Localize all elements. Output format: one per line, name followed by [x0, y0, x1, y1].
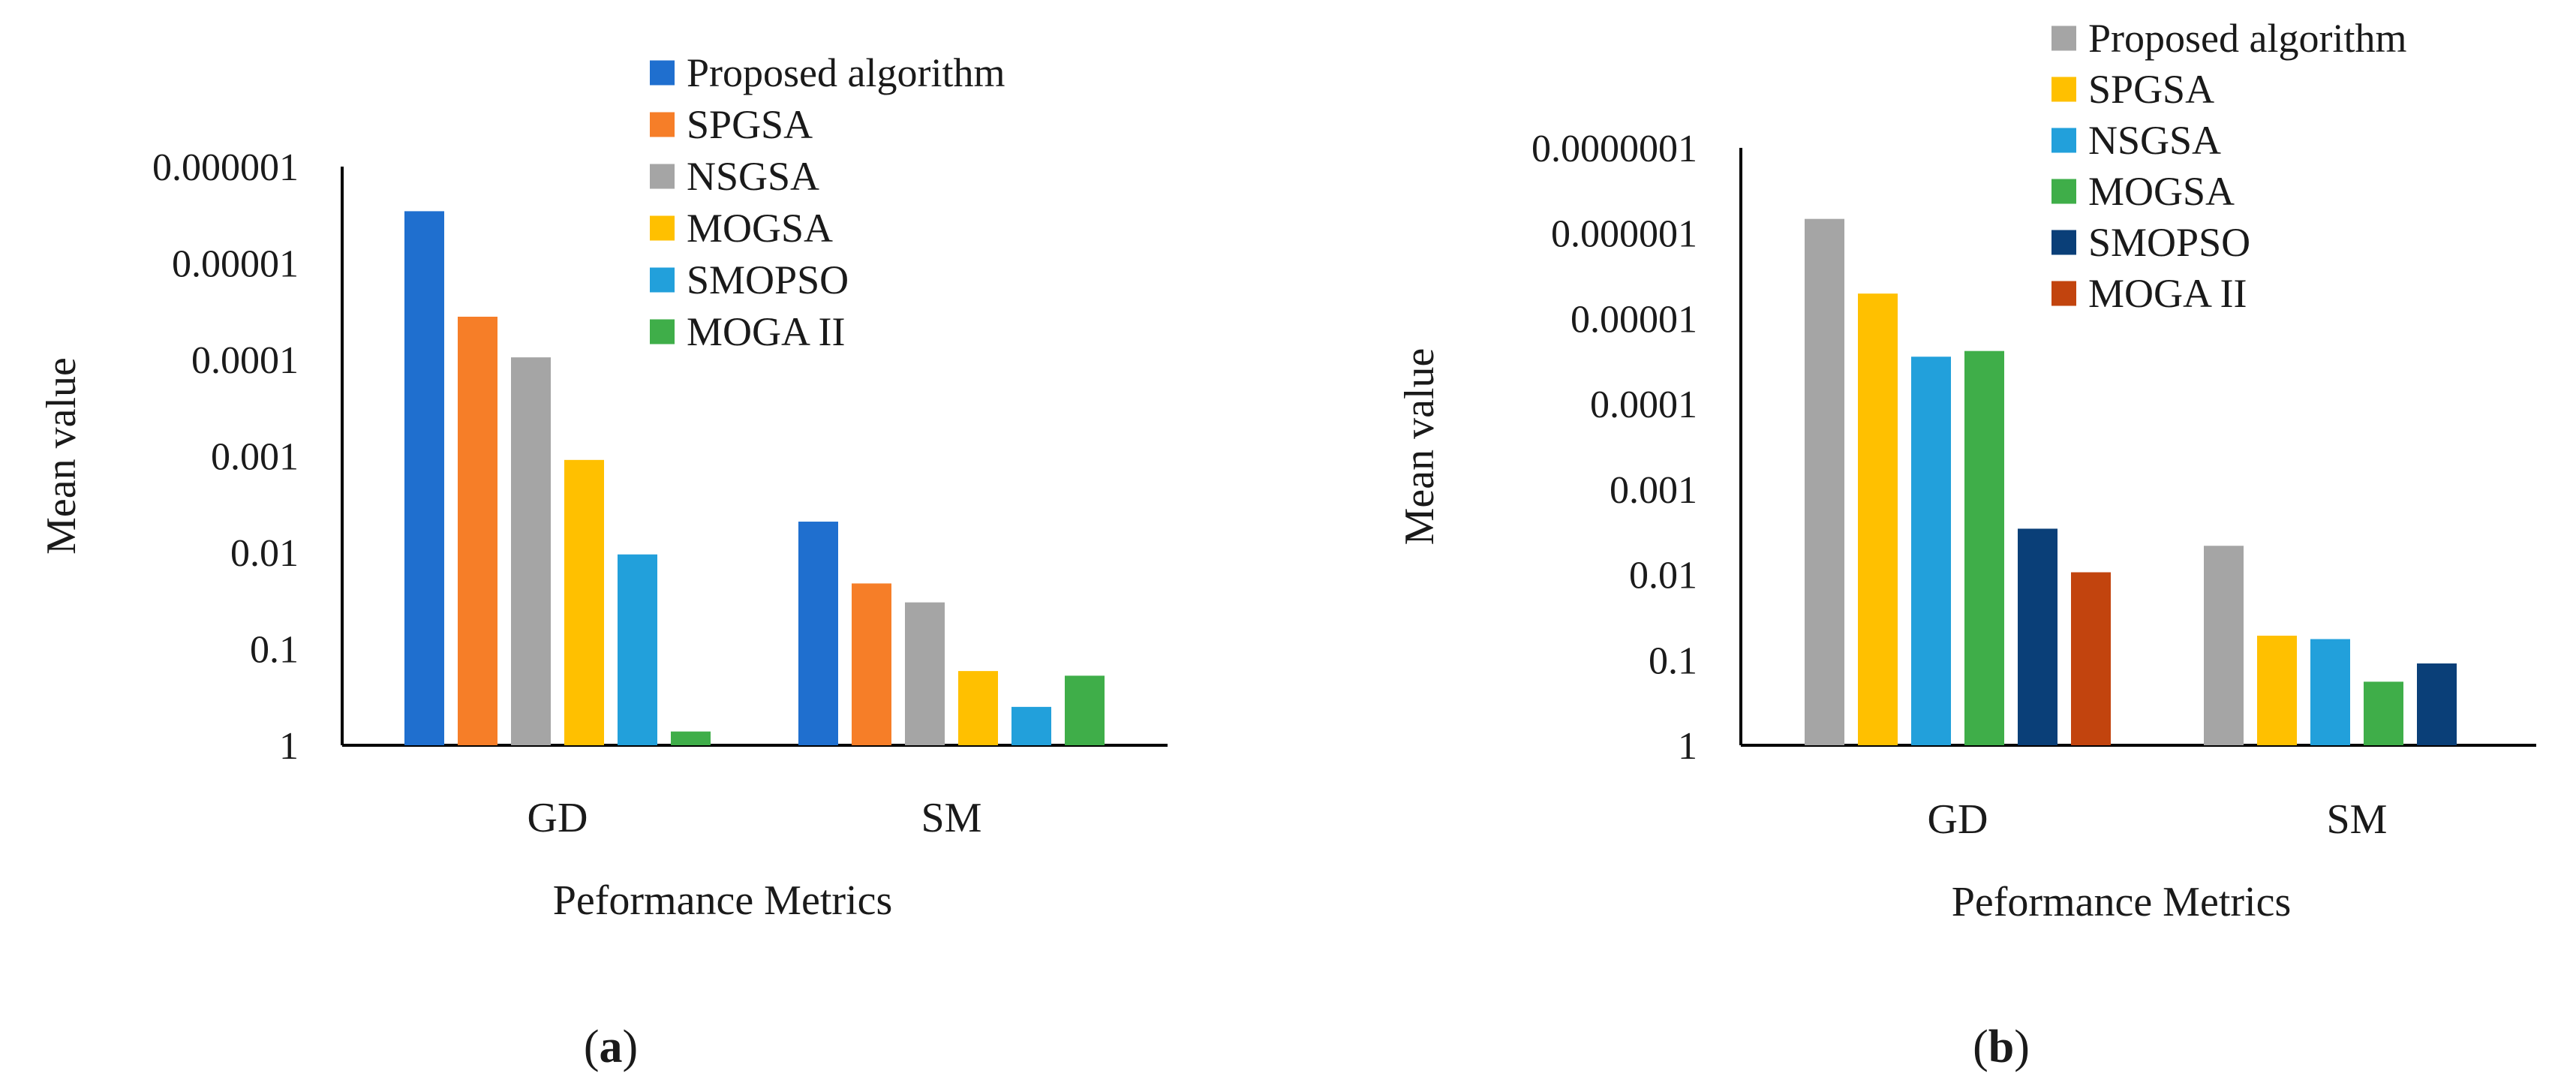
bar	[564, 459, 604, 745]
bar	[2310, 639, 2350, 745]
y-tick-label: 0.1	[250, 629, 299, 672]
legend-label: MOGA II	[2088, 271, 2247, 316]
bar	[958, 671, 998, 745]
legend-swatch	[2051, 77, 2076, 102]
bar	[2018, 528, 2057, 745]
x-axis-title: Peformance Metrics	[553, 877, 892, 924]
legend-label: Proposed algorithm	[2088, 16, 2406, 61]
bar	[1858, 293, 1898, 745]
y-tick-label: 0.0000001	[1531, 128, 1697, 170]
bar	[671, 731, 711, 745]
legend-swatch	[2051, 230, 2076, 255]
y-tick-label: 0.001	[211, 436, 299, 479]
legend-label: MOGSA	[687, 206, 833, 251]
y-axis-title: Mean value	[38, 357, 85, 555]
legend-swatch	[650, 267, 675, 293]
y-tick-label: 0.00001	[1571, 298, 1697, 341]
legend-swatch	[650, 112, 675, 137]
y-tick-label: 0.000001	[152, 146, 299, 189]
bar	[1805, 218, 1844, 745]
x-category-label: SM	[2327, 796, 2388, 843]
y-tick-label: 0.0001	[191, 339, 299, 382]
legend-label: SMOPSO	[2088, 220, 2250, 265]
legend-swatch	[650, 164, 675, 189]
y-tick-label: 1	[1678, 725, 1697, 768]
bar	[404, 211, 444, 745]
panel-caption: (b)	[1973, 1021, 2030, 1072]
y-tick-label: 0.00001	[172, 243, 299, 286]
bar	[2071, 572, 2111, 745]
y-tick-label: 0.000001	[1551, 213, 1697, 256]
bar	[458, 316, 497, 745]
bar	[2364, 681, 2403, 745]
y-tick-label: 0.01	[230, 532, 299, 575]
legend-label: MOGSA	[2088, 169, 2235, 214]
bar	[2204, 546, 2244, 745]
x-axis-title: Peformance Metrics	[1952, 879, 2291, 925]
legend-label: NSGSA	[687, 154, 819, 199]
y-tick-label: 0.0001	[1590, 384, 1697, 426]
legend-label: NSGSA	[2088, 118, 2221, 163]
legend-swatch	[2051, 179, 2076, 204]
bar	[1964, 350, 2004, 745]
chart-b: 1 0.1 0.01 0.001 0.0001 0.00001 0.000001 0.0000…	[1396, 16, 2536, 1072]
chart-a: 1 0.1 0.01 0.001 0.0001 0.00001 0.000001 GD SM Pe…	[38, 50, 1168, 1072]
legend-label: MOGA II	[687, 309, 846, 354]
legend-swatch	[2051, 128, 2076, 153]
legend-label: Proposed algorithm	[687, 50, 1005, 95]
legend-swatch	[2051, 281, 2076, 306]
legend-label: SPGSA	[2088, 67, 2214, 112]
bar	[2257, 635, 2297, 745]
y-tick-label: 0.1	[1649, 639, 1697, 682]
bar	[1011, 706, 1051, 745]
bar	[798, 522, 838, 745]
y-tick-label: 0.01	[1629, 555, 1697, 597]
x-category-label: SM	[921, 795, 982, 841]
x-category-label: GD	[1928, 796, 1988, 843]
legend-swatch	[650, 215, 675, 241]
legend-swatch	[650, 319, 675, 344]
legend-label: SPGSA	[687, 102, 813, 147]
bar	[1911, 356, 1951, 745]
x-category-label: GD	[528, 795, 588, 841]
y-axis-title: Mean value	[1396, 348, 1443, 546]
bar	[1065, 675, 1105, 745]
bar	[2417, 663, 2457, 745]
y-tick-label: 1	[279, 725, 299, 768]
y-tick-label: 0.001	[1610, 469, 1697, 512]
legend-swatch	[2051, 26, 2076, 51]
legend-swatch	[650, 60, 675, 86]
panel-caption: (a)	[584, 1021, 638, 1072]
bar	[618, 554, 657, 745]
bar	[905, 602, 945, 745]
bar	[852, 583, 891, 745]
legend-label: SMOPSO	[687, 257, 849, 302]
bar	[511, 357, 551, 746]
